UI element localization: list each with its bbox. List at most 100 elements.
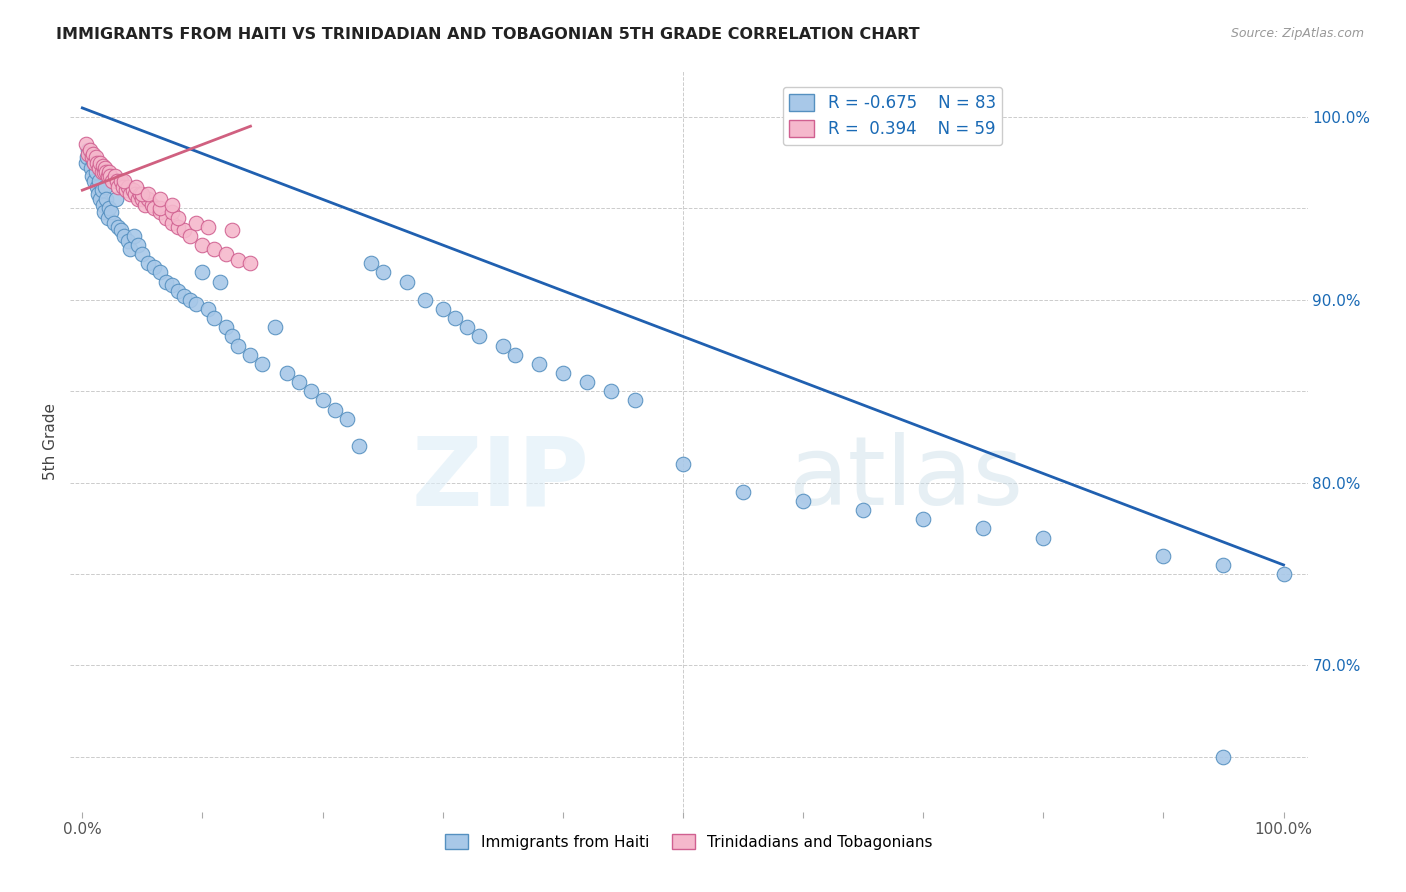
Point	[149, 192, 172, 206]
Point	[131, 192, 153, 206]
Point	[134, 198, 156, 212]
Point	[191, 238, 214, 252]
Point	[127, 192, 149, 206]
Point	[1272, 567, 1295, 582]
Point	[110, 174, 132, 188]
Point	[149, 265, 172, 279]
Point	[731, 484, 754, 499]
Point	[103, 216, 125, 230]
Point	[82, 153, 104, 168]
Point	[84, 150, 107, 164]
Point	[173, 289, 195, 303]
Point	[83, 174, 105, 188]
Point	[75, 137, 97, 152]
Point	[149, 205, 172, 219]
Point	[89, 155, 111, 169]
Point	[972, 521, 994, 535]
Point	[173, 223, 195, 237]
Point	[89, 174, 111, 188]
Point	[395, 275, 418, 289]
Point	[89, 192, 111, 206]
Point	[287, 375, 309, 389]
Point	[228, 252, 250, 267]
Point	[124, 186, 146, 201]
Point	[336, 411, 359, 425]
Point	[93, 205, 115, 219]
Point	[114, 183, 136, 197]
Point	[221, 223, 243, 237]
Point	[76, 150, 98, 164]
Point	[167, 211, 190, 225]
Point	[93, 165, 115, 179]
Point	[323, 402, 346, 417]
Point	[121, 183, 143, 197]
Point	[91, 198, 114, 212]
Point	[360, 256, 382, 270]
Point	[204, 242, 226, 256]
Point	[179, 228, 201, 243]
Point	[90, 165, 112, 179]
Point	[912, 512, 935, 526]
Point	[125, 179, 148, 194]
Point	[84, 165, 107, 179]
Point	[551, 366, 574, 380]
Point	[112, 179, 135, 194]
Point	[138, 192, 160, 206]
Point	[443, 311, 465, 326]
Point	[117, 235, 139, 249]
Point	[117, 179, 139, 194]
Point	[575, 375, 598, 389]
Point	[162, 205, 184, 219]
Point	[204, 311, 226, 326]
Point	[239, 256, 262, 270]
Point	[155, 211, 177, 225]
Point	[162, 216, 184, 230]
Point	[91, 160, 114, 174]
Point	[77, 146, 100, 161]
Point	[167, 284, 190, 298]
Point	[86, 179, 108, 194]
Point	[263, 320, 285, 334]
Point	[527, 357, 550, 371]
Point	[197, 219, 219, 234]
Point	[94, 161, 117, 176]
Point	[105, 174, 128, 188]
Point	[672, 458, 695, 472]
Point	[97, 202, 120, 216]
Point	[131, 247, 153, 261]
Point	[852, 503, 875, 517]
Point	[96, 169, 118, 183]
Point	[371, 265, 394, 279]
Point	[143, 260, 166, 274]
Point	[1212, 558, 1234, 572]
Point	[120, 186, 142, 201]
Point	[209, 275, 232, 289]
Point	[129, 186, 152, 201]
Point	[167, 219, 190, 234]
Point	[186, 296, 208, 310]
Point	[599, 384, 621, 399]
Point	[276, 366, 298, 380]
Legend: Immigrants from Haiti, Trinidadians and Tobagonians: Immigrants from Haiti, Trinidadians and …	[439, 828, 939, 856]
Text: ZIP: ZIP	[412, 432, 591, 525]
Point	[87, 186, 110, 201]
Point	[252, 357, 274, 371]
Point	[456, 320, 478, 334]
Point	[311, 393, 333, 408]
Point	[503, 348, 526, 362]
Point	[101, 174, 124, 188]
Point	[80, 161, 103, 176]
Point	[467, 329, 489, 343]
Point	[143, 202, 166, 216]
Text: atlas: atlas	[787, 432, 1024, 525]
Point	[179, 293, 201, 307]
Point	[215, 247, 238, 261]
Point	[792, 494, 814, 508]
Point	[131, 186, 153, 201]
Point	[120, 242, 142, 256]
Point	[96, 192, 118, 206]
Point	[155, 275, 177, 289]
Point	[413, 293, 436, 307]
Point	[83, 155, 105, 169]
Point	[186, 216, 208, 230]
